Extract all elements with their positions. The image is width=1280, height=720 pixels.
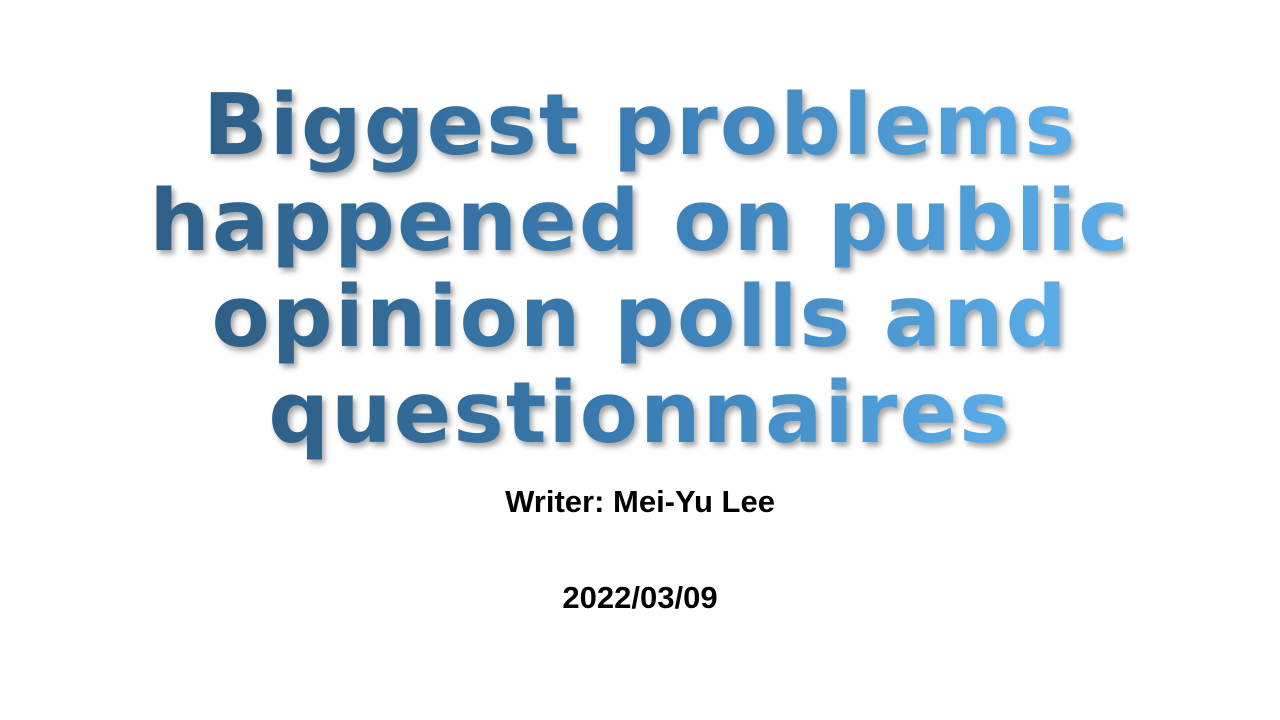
date-line: 2022/03/09 xyxy=(562,580,718,615)
slide-title-line-3: opinion polls and xyxy=(211,268,1069,367)
slide-title-line-2: happened on public xyxy=(149,172,1131,271)
slide-title-line-4: questionnaires xyxy=(268,364,1012,463)
author-line: Writer: Mei-Yu Lee xyxy=(505,484,775,519)
slide-title-line-1: Biggest problems xyxy=(202,76,1078,175)
slide-title: Biggest problems happened on public opin… xyxy=(0,78,1280,462)
